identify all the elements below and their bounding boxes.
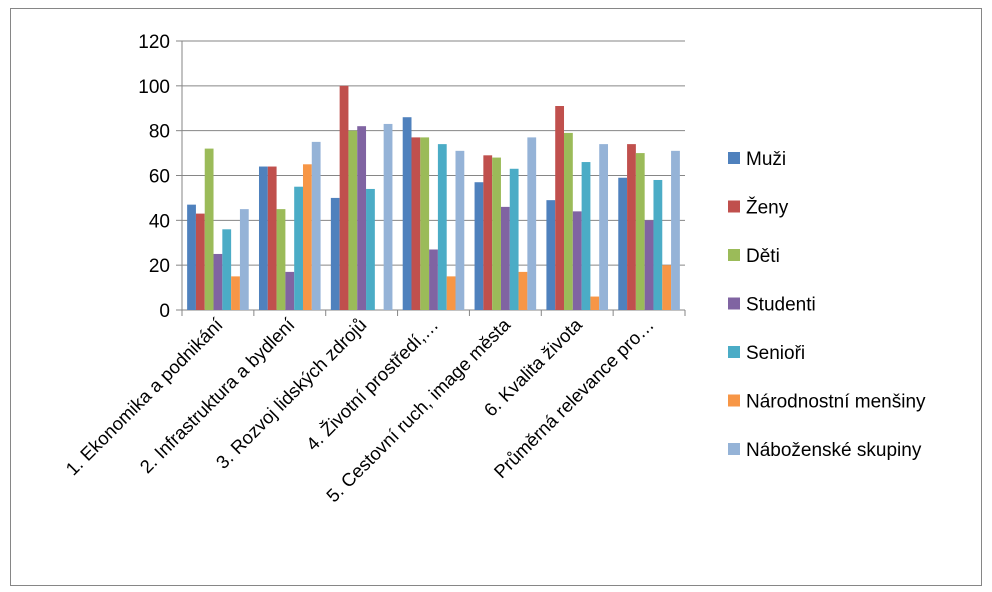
bar xyxy=(267,166,277,310)
bar xyxy=(555,106,565,310)
bar xyxy=(330,197,340,310)
x-category-label: 3. Rozvoj lidských zdrojů xyxy=(212,314,371,473)
bar xyxy=(231,276,240,310)
bar xyxy=(627,144,636,310)
bar xyxy=(348,130,358,310)
legend-swatch xyxy=(728,200,740,213)
y-tick-label: 40 xyxy=(149,211,170,232)
legend-swatch xyxy=(728,346,740,358)
legend-swatch xyxy=(728,443,740,455)
y-tick-label: 120 xyxy=(138,32,170,53)
legend-swatch xyxy=(728,249,740,261)
legend-swatch xyxy=(728,297,740,310)
bars xyxy=(187,85,680,310)
y-tick-label: 0 xyxy=(159,301,170,322)
bar xyxy=(483,155,493,310)
bar xyxy=(671,150,680,310)
bar xyxy=(239,209,249,310)
bar xyxy=(662,265,672,310)
legend-label: Náboženské skupiny xyxy=(746,440,922,461)
legend-label: Ženy xyxy=(746,197,789,219)
bar xyxy=(644,220,654,310)
gridlines xyxy=(182,40,685,266)
legend-swatch xyxy=(728,394,740,407)
bar xyxy=(429,249,438,310)
bar xyxy=(572,211,582,310)
bar xyxy=(474,182,484,310)
bar xyxy=(437,144,447,310)
bar xyxy=(339,85,349,310)
bar xyxy=(311,141,321,310)
bar xyxy=(564,132,573,310)
bar xyxy=(635,153,645,310)
bar xyxy=(527,137,537,310)
bar xyxy=(500,206,510,310)
y-tick-label: 20 xyxy=(149,256,170,277)
bar xyxy=(581,162,591,310)
bar xyxy=(653,179,663,310)
y-axis-tick-labels: 0 20 40 60 80 100 120 xyxy=(138,32,170,322)
y-tick-label: 80 xyxy=(149,122,170,143)
legend-label: Národnostní menšiny xyxy=(746,392,926,413)
bar xyxy=(455,150,465,310)
x-category-label: 4. Životní prostředí,… xyxy=(302,314,443,455)
bar xyxy=(546,200,556,310)
bar xyxy=(285,271,295,310)
bar xyxy=(294,186,303,310)
legend-label: Děti xyxy=(746,246,780,267)
bar xyxy=(366,188,375,310)
legend-swatch xyxy=(728,152,740,164)
y-tick-label: 100 xyxy=(138,77,170,98)
bar xyxy=(446,276,456,310)
bar xyxy=(195,213,205,310)
bar xyxy=(383,123,393,310)
bar xyxy=(509,168,519,310)
bar xyxy=(204,148,214,310)
legend-label: Muži xyxy=(746,149,786,170)
bar xyxy=(492,157,501,310)
bar xyxy=(258,166,268,310)
bar xyxy=(518,271,528,310)
bar xyxy=(420,137,430,310)
bar xyxy=(599,144,609,310)
bar xyxy=(222,229,232,310)
bar xyxy=(357,126,367,310)
bar xyxy=(213,253,223,310)
legend-label: Senioři xyxy=(746,343,805,364)
bar xyxy=(411,137,421,310)
bar xyxy=(402,117,412,310)
bar xyxy=(618,177,628,310)
legend: Muži Ženy Děti Studenti Senioři Národnostní m… xyxy=(728,149,926,461)
legend-label: Studenti xyxy=(746,295,816,316)
bar xyxy=(276,209,286,310)
bar xyxy=(187,204,196,310)
bar xyxy=(302,164,312,310)
bar xyxy=(590,296,600,310)
y-tick-label: 60 xyxy=(149,167,170,188)
